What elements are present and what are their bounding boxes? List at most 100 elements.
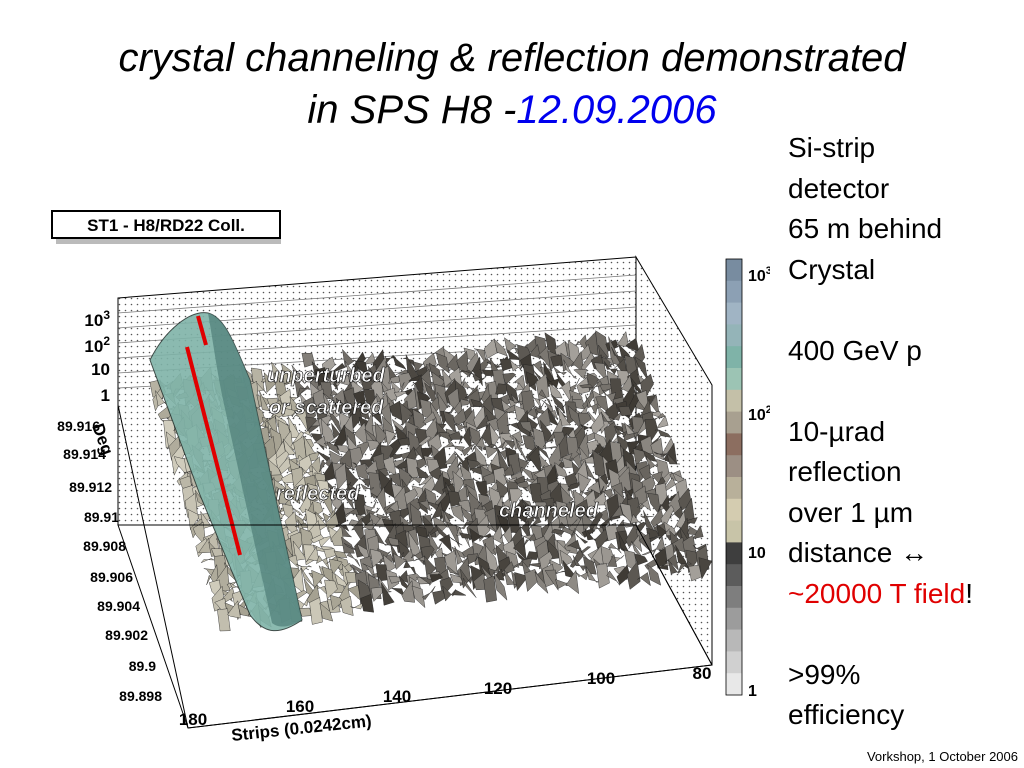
x-tick: 140: [383, 687, 411, 706]
color-scale-band: [726, 477, 742, 500]
surface-cell: [647, 564, 662, 586]
surface-cell: [649, 471, 663, 485]
surface-cell: [489, 423, 503, 450]
label-reflected: reflected: [276, 483, 360, 505]
surface-cell: [472, 372, 486, 382]
surface-cell: [637, 572, 651, 587]
surface-cell: [417, 500, 431, 512]
x-axis-label: Strips (0.0242cm): [230, 711, 372, 745]
y-tick: 89.904: [97, 598, 140, 614]
spacer: [788, 614, 1018, 655]
x-tick: 180: [179, 710, 207, 729]
surface-cell: [502, 372, 517, 386]
surface-cell: [561, 526, 576, 535]
surface-cell: [373, 486, 388, 517]
surface-cell: [473, 348, 488, 367]
title-line-1: crystal channeling & reflection demonstr…: [118, 36, 906, 80]
surface-cell: [371, 516, 386, 529]
x-tick: 80: [693, 664, 712, 683]
surface-cell: [653, 451, 668, 457]
x-axis: 180 160 140 120 100 80 Strips (0.0242cm): [179, 664, 713, 745]
surface-cell: [408, 374, 423, 382]
surface-cell: [306, 483, 321, 503]
color-scale-band: [726, 520, 742, 543]
surface-cell: [522, 499, 536, 509]
color-scale-band: [726, 411, 742, 434]
label-scattered: or scattered: [269, 397, 384, 419]
surface-cell: [360, 593, 374, 613]
beam-text: 400 GeV p: [788, 334, 922, 366]
surface-cell: [449, 536, 463, 546]
surface-cell: [363, 499, 377, 520]
surface-cell: [601, 412, 615, 428]
reflection-line: [185, 346, 242, 556]
surface-cell: [346, 552, 361, 567]
surface-cell: [544, 569, 559, 591]
color-scale-band: [726, 346, 742, 369]
color-scale-band: [726, 455, 742, 478]
z-axis: 103 102 10 1: [84, 298, 119, 525]
color-scale-band: [726, 564, 742, 587]
surface-cell: [493, 572, 508, 601]
surface-cell: [291, 364, 305, 384]
field-line: ~20000 T field!: [788, 574, 1018, 615]
x-tick: 100: [587, 669, 615, 688]
reflection-line-top: [196, 315, 208, 346]
surface-cell: [324, 579, 338, 600]
spacer: [788, 290, 1018, 331]
surface-cell: [401, 580, 415, 603]
surface-cell: [583, 556, 597, 575]
surface-cell: [282, 408, 296, 418]
color-tick-1: 1: [748, 683, 757, 700]
surface-cell: [347, 483, 362, 495]
y-tick: 89.9: [129, 658, 156, 674]
peak-shade: [208, 313, 302, 627]
color-scale-band: [726, 542, 742, 565]
surface-cell: [504, 337, 518, 354]
surface-cell: [340, 595, 354, 616]
surface-cell: [563, 359, 577, 379]
y-tick: 89.91: [84, 509, 119, 525]
color-scale-band: [726, 302, 742, 325]
color-scale-band: [726, 498, 742, 522]
efficiency-text-2: efficiency: [788, 699, 905, 730]
annotations: unperturbed or scattered reflected chann…: [267, 365, 599, 523]
color-scale-band: [726, 280, 742, 304]
surface-cell: [524, 568, 538, 592]
surface-cell: [604, 361, 618, 375]
surface-cell: [569, 547, 584, 568]
color-scale-band: [726, 607, 742, 631]
y-tick: 89.902: [105, 627, 148, 643]
color-scale-frame: [725, 258, 743, 696]
surface-cell: [310, 534, 325, 544]
surface-cell: [602, 390, 617, 403]
surface-cell: [458, 426, 473, 451]
surface-cell: [560, 485, 574, 507]
z-tick-1000: 103: [84, 308, 110, 330]
x-tick: 160: [286, 697, 314, 716]
z-tick-1: 1: [101, 386, 110, 405]
spacer: [788, 371, 1018, 412]
surface-cell: [313, 436, 328, 449]
y-tick: 89.916: [57, 418, 100, 434]
color-scale-band: [726, 368, 742, 391]
reflection-text-1: 10-µrad: [788, 415, 886, 447]
surface-cell: [461, 443, 476, 457]
detector-text-4: Crystal: [788, 253, 876, 285]
surface-cell: [452, 589, 467, 596]
color-scale-band: [726, 651, 742, 674]
color-scale-band: [726, 673, 742, 696]
surface-cell: [459, 369, 474, 375]
color-scale-band: [726, 433, 742, 456]
surface-cell: [438, 432, 452, 441]
surface-cell: [678, 561, 693, 573]
surface-cell: [451, 445, 465, 452]
surface-cell: [442, 585, 456, 602]
side-panel: Si-strip detector 65 m behind Crystal 40…: [788, 128, 1018, 736]
surface-cell: [393, 553, 407, 570]
efficiency-text-1: >99%: [788, 658, 861, 690]
surface-cell: [200, 558, 215, 563]
surface-cell: [606, 570, 620, 586]
z-tick-100: 102: [84, 334, 110, 356]
plot-label-box: ST1 - H8/RD22 Coll.: [51, 210, 281, 244]
